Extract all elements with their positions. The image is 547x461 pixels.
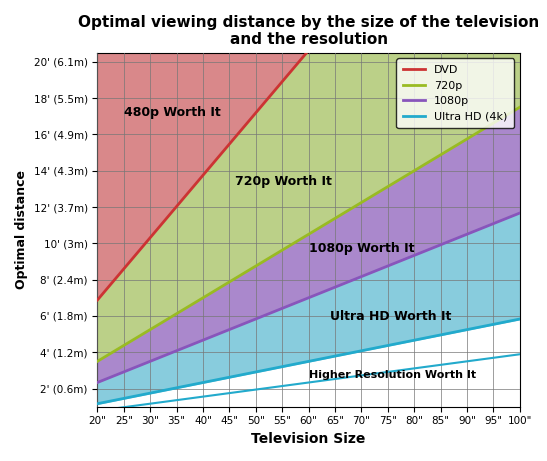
Text: Ultra HD Worth It: Ultra HD Worth It	[330, 310, 451, 323]
Text: 1080p Worth It: 1080p Worth It	[309, 242, 414, 255]
Title: Optimal viewing distance by the size of the television
and the resolution: Optimal viewing distance by the size of …	[78, 15, 539, 47]
X-axis label: Television Size: Television Size	[252, 432, 366, 446]
Legend: DVD, 720p, 1080p, Ultra HD (4k): DVD, 720p, 1080p, Ultra HD (4k)	[397, 58, 514, 128]
Text: 720p Worth It: 720p Worth It	[235, 175, 331, 188]
Text: Higher Resolution Worth It: Higher Resolution Worth It	[309, 370, 476, 380]
Text: 480p Worth It: 480p Worth It	[124, 106, 220, 119]
Y-axis label: Optimal distance: Optimal distance	[15, 170, 28, 289]
